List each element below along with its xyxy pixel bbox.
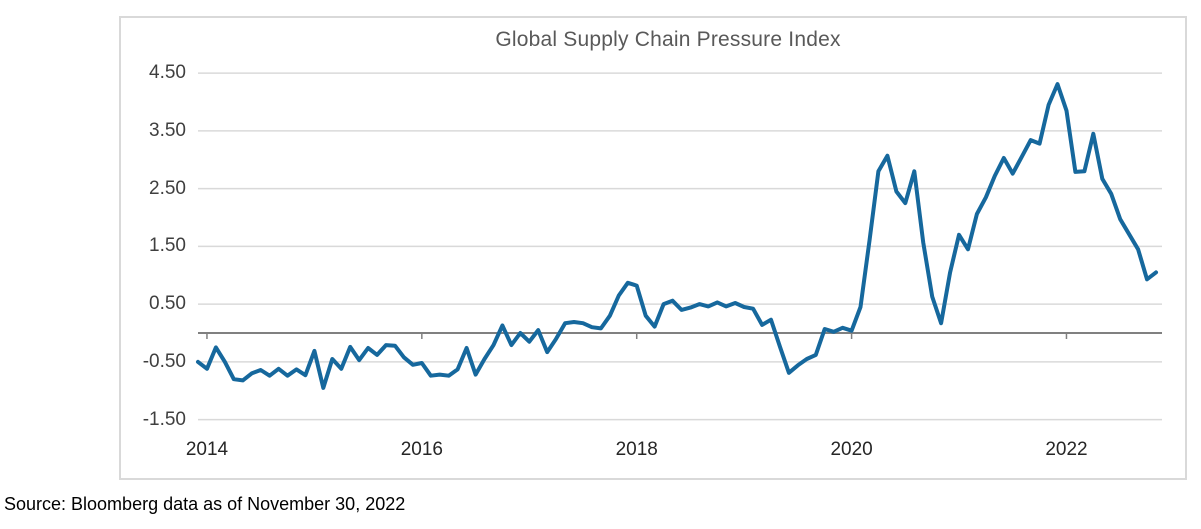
y-tick-label: -0.50 bbox=[142, 350, 186, 372]
y-tick-label: 1.50 bbox=[149, 235, 186, 257]
y-tick-label: -1.50 bbox=[142, 408, 186, 430]
y-tick-label: 4.50 bbox=[149, 62, 186, 84]
chart-title: Global Supply Chain Pressure Index bbox=[495, 28, 841, 51]
pressure-index-line bbox=[196, 82, 1158, 390]
x-tick-label: 2022 bbox=[1045, 439, 1088, 460]
y-tick-label: 2.50 bbox=[149, 177, 186, 199]
y-tick-label: 0.50 bbox=[149, 293, 186, 315]
x-tick-label: 2014 bbox=[185, 439, 229, 460]
x-tick-label: 2018 bbox=[615, 439, 658, 460]
x-tick-label: 2020 bbox=[830, 439, 873, 460]
x-tick-label: 2016 bbox=[400, 439, 443, 460]
chart-card bbox=[119, 16, 1187, 480]
y-tick-label: 3.50 bbox=[149, 119, 186, 141]
source-note: Source: Bloomberg data as of November 30… bbox=[4, 494, 406, 514]
